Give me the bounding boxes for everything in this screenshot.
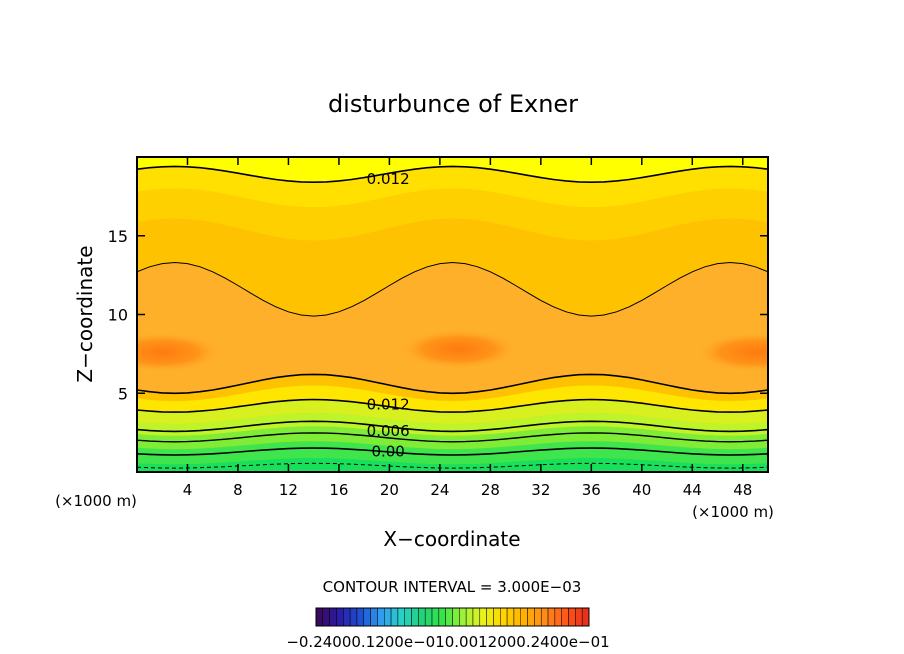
colorbar-cell xyxy=(356,607,365,627)
contour-label: 0.00 xyxy=(371,443,404,461)
colorbar xyxy=(315,607,590,627)
colorbar-cell xyxy=(404,607,412,627)
fill-top xyxy=(137,157,768,183)
y-axis-label: Z−coordinate xyxy=(73,245,97,382)
x-tick-label: 44 xyxy=(683,481,702,499)
plot-area xyxy=(137,157,768,472)
fill-lower-band xyxy=(137,412,768,436)
colorbar-cell xyxy=(547,607,556,627)
chart-title: disturbunce of Exner xyxy=(328,90,578,118)
colorbar-cell xyxy=(540,607,549,627)
y-tick-label: 15 xyxy=(108,227,128,246)
x-tick-label: 48 xyxy=(733,481,752,499)
colorbar-cell xyxy=(343,607,351,627)
contour-line xyxy=(137,432,768,443)
x-tick-label: 24 xyxy=(430,481,449,499)
colorbar-cell xyxy=(479,607,487,627)
contour-labels: 0.012 0.012 0.006 0.00 xyxy=(367,170,410,460)
x-tick-label: 32 xyxy=(531,481,550,499)
y-tick-label: 10 xyxy=(108,306,128,325)
colorbar-cell xyxy=(520,607,528,627)
colorbar-cell xyxy=(445,607,453,627)
colorbar-cell xyxy=(554,607,562,627)
colorbar-cell xyxy=(513,607,521,627)
contour-label: 0.012 xyxy=(367,395,410,413)
x-tick-label: 16 xyxy=(329,481,348,499)
contour-line xyxy=(137,165,768,184)
colorbar-cell xyxy=(336,607,344,627)
x-axis-units-left: (×1000 m) xyxy=(55,492,137,510)
contour-line xyxy=(137,398,768,413)
colorbar-cell xyxy=(384,607,392,627)
contour-lines xyxy=(137,165,768,469)
x-axis-ticks: 4 8 12 16 20 24 28 32 36 40 44 48 xyxy=(183,157,752,499)
colorbar-cell xyxy=(329,607,337,627)
contour-line-dashed xyxy=(137,462,768,469)
colorbar-cell xyxy=(581,607,590,627)
colorbar-cell xyxy=(397,607,405,627)
fill-upper-band xyxy=(137,166,768,208)
fill-lower-band xyxy=(137,385,768,413)
colorbar-cell xyxy=(418,607,426,627)
contour-line xyxy=(137,261,768,317)
colorbar-cell xyxy=(493,607,501,627)
colorbar-cell xyxy=(465,607,474,627)
x-tick-label: 4 xyxy=(183,481,193,499)
fill-upper-mid xyxy=(137,188,768,241)
colorbar-cell xyxy=(500,607,508,627)
x-axis-units-right: (×1000 m) xyxy=(692,503,774,521)
colorbar-cell xyxy=(349,607,358,627)
colorbar-cell xyxy=(568,607,576,627)
x-axis-label: X−coordinate xyxy=(383,527,520,551)
colorbar-cell xyxy=(575,607,583,627)
fill-bottom xyxy=(137,457,768,472)
colorbar-cell xyxy=(452,607,460,627)
contour-line xyxy=(137,420,768,433)
contour-label: 0.006 xyxy=(367,422,410,440)
colorbar-cell xyxy=(472,607,481,627)
colorbar-cell xyxy=(424,607,433,627)
fill-hotspot xyxy=(695,332,768,373)
fill-hotspot xyxy=(398,329,519,370)
contour-line xyxy=(137,373,768,395)
colorbar-cell xyxy=(363,607,371,627)
colorbar-cell xyxy=(377,607,385,627)
colorbar-cell xyxy=(527,607,535,627)
contour-interval-text: CONTOUR INTERVAL = 3.000E−03 xyxy=(323,578,582,596)
y-axis-ticks: 5 10 15 xyxy=(108,227,768,403)
colorbar-cell xyxy=(370,607,378,627)
colorbar-labels: −0.24000.1200e−010.0012000.2400e−01 xyxy=(286,633,609,651)
fill-lower-band xyxy=(137,399,768,424)
x-tick-label: 8 xyxy=(233,481,243,499)
colorbar-cell xyxy=(315,607,324,627)
x-tick-label: 12 xyxy=(279,481,298,499)
x-tick-label: 40 xyxy=(632,481,651,499)
x-tick-label: 28 xyxy=(481,481,500,499)
colorbar-cell xyxy=(390,607,399,627)
fill-hotspot xyxy=(137,332,223,373)
colorbar-cell xyxy=(431,607,440,627)
x-tick-label: 36 xyxy=(582,481,601,499)
fill-lower-band xyxy=(137,426,768,450)
y-tick-label: 5 xyxy=(118,384,128,403)
colorbar-cell xyxy=(534,607,542,627)
contour-line xyxy=(137,447,768,456)
x-tick-label: 20 xyxy=(380,481,399,499)
colorbar-cell xyxy=(411,607,419,627)
colorbar-cell xyxy=(506,607,515,627)
colorbar-cell xyxy=(459,607,467,627)
fill-core xyxy=(137,262,768,394)
colorbar-cell xyxy=(438,607,446,627)
colorbar-cell xyxy=(486,607,494,627)
colorbar-cell xyxy=(561,607,569,627)
fill-lower-band xyxy=(137,441,768,465)
contour-label: 0.012 xyxy=(367,170,410,188)
colorbar-cell xyxy=(322,607,330,627)
colorbar-frame xyxy=(315,607,590,627)
